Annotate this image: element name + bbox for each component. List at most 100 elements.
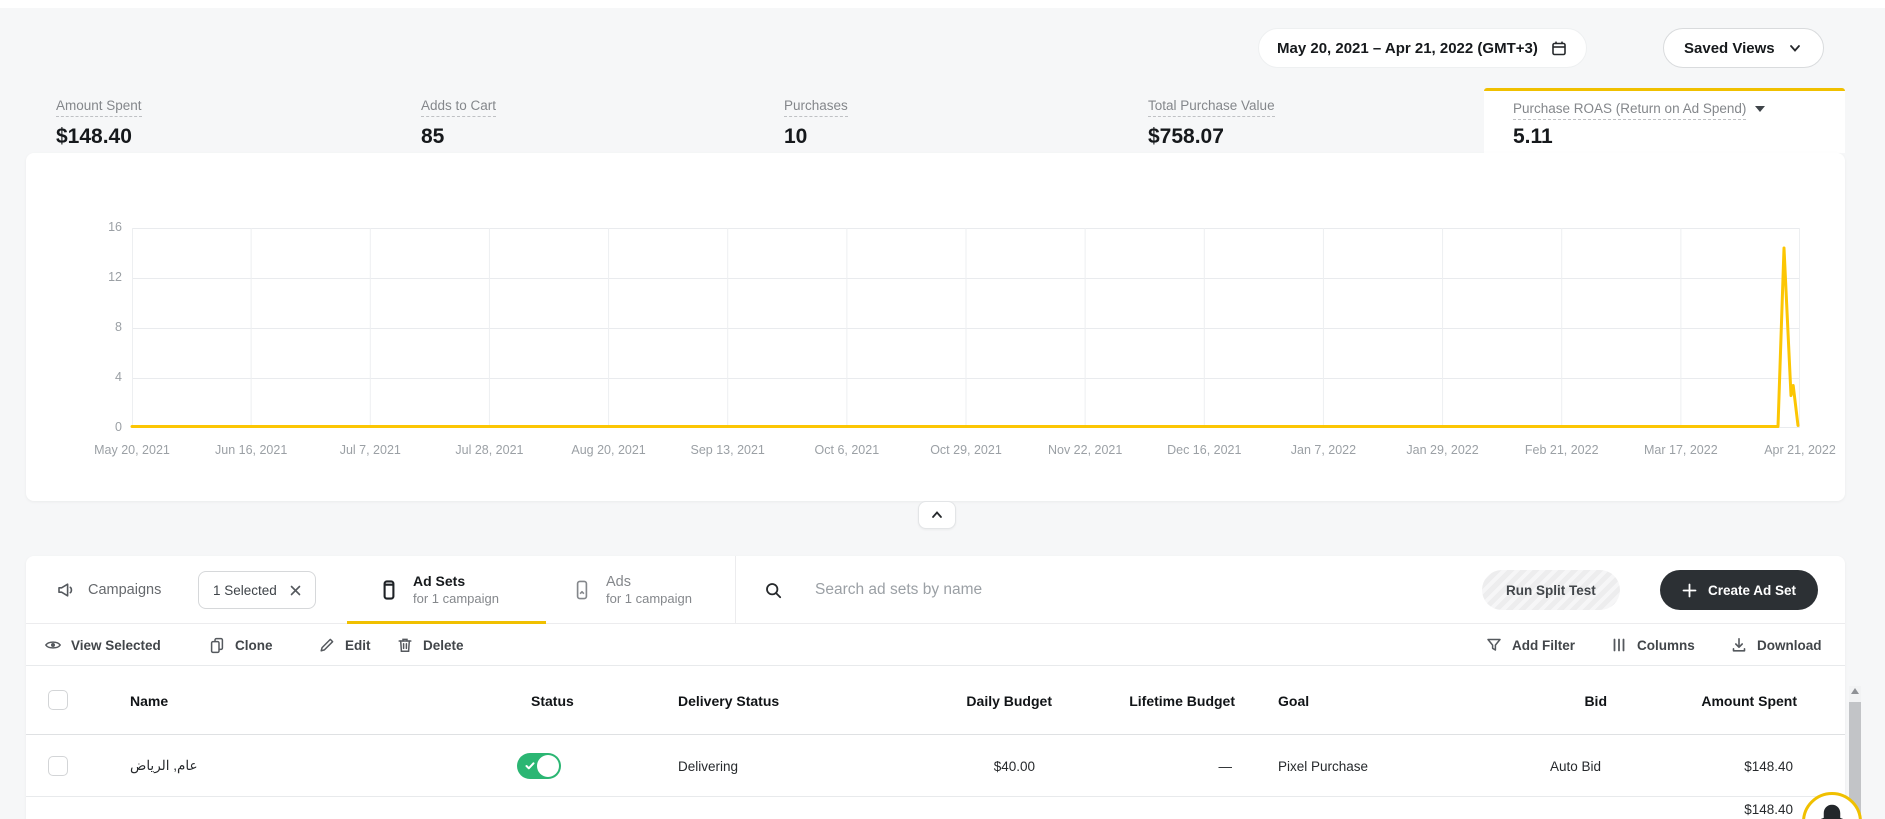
metric-label: Purchases [784, 98, 848, 117]
header-goal[interactable]: Goal [1278, 692, 1310, 709]
tab-ads-sublabel: for 1 campaign [606, 590, 692, 606]
amount-spent-value: $148.40 [1744, 758, 1793, 774]
eye-icon [44, 636, 62, 654]
y-axis-tick-label: 4 [115, 370, 122, 384]
add-filter-button[interactable]: Add Filter [1485, 624, 1575, 666]
x-axis-tick-label: Nov 22, 2021 [1047, 443, 1123, 457]
x-axis-tick-label: Jul 28, 2021 [455, 443, 524, 457]
date-range-picker[interactable]: May 20, 2021 – Apr 21, 2022 (GMT+3) [1258, 28, 1587, 68]
run-split-test-button[interactable]: Run Split Test [1482, 570, 1620, 610]
ad-set-name-link[interactable]: عام, الرياض [130, 758, 198, 773]
scrollbar-thumb[interactable] [1849, 702, 1861, 819]
goal-value: Pixel Purchase [1278, 758, 1369, 774]
columns-button[interactable]: Columns [1610, 624, 1695, 666]
y-axis-tick-label: 16 [108, 220, 122, 234]
delete-button[interactable]: Delete [396, 624, 464, 666]
create-ad-set-button[interactable]: Create Ad Set [1660, 570, 1819, 610]
edit-button[interactable]: Edit [318, 624, 371, 666]
tab-ads[interactable]: Ads for 1 campaign [571, 556, 692, 624]
clone-button[interactable]: Clone [208, 624, 273, 666]
metric-label: Adds to Cart [421, 98, 497, 117]
header-status[interactable]: Status [531, 692, 574, 709]
header-lifetime-budget[interactable]: Lifetime Budget [1129, 692, 1235, 709]
delete-label: Delete [423, 637, 464, 653]
row-checkbox[interactable] [48, 756, 68, 776]
selected-count-label: 1 Selected [213, 582, 277, 598]
collapse-chart-button[interactable] [918, 501, 956, 529]
view-selected-label: View Selected [71, 637, 161, 653]
clone-label: Clone [235, 637, 273, 653]
table-row-partial: $148.40 [26, 797, 1845, 819]
header-delivery-status[interactable]: Delivery Status [678, 692, 780, 709]
x-axis-tick-label: Oct 6, 2021 [814, 443, 880, 457]
header-daily-budget[interactable]: Daily Budget [966, 692, 1052, 709]
clone-icon [208, 636, 226, 654]
metric-total-purchase-value[interactable]: Total Purchase Value $758.07 [1148, 97, 1275, 149]
metric-label: Total Purchase Value [1148, 98, 1275, 117]
metric-value: 10 [784, 125, 808, 148]
metric-amount-spent[interactable]: Amount Spent $148.40 [56, 97, 142, 149]
top-edge-strip [0, 0, 1885, 8]
roas-chart-panel: 0 4 8 12 16 May 20, 2021 Jun 16, 2021 Jul 7, 20… [26, 153, 1845, 501]
x-axis-tick-label: Jan 29, 2022 [1406, 443, 1479, 457]
bid-value: Auto Bid [1549, 758, 1601, 774]
tab-campaigns[interactable]: Campaigns [56, 556, 161, 624]
metric-purchases[interactable]: Purchases 10 [784, 97, 848, 149]
table-scrollbar[interactable] [1849, 686, 1861, 819]
triangle-up-icon [1851, 688, 1859, 694]
metric-value: $758.07 [1148, 125, 1224, 148]
tab-ad-sets-sublabel: for 1 campaign [413, 590, 499, 606]
edit-label: Edit [345, 637, 371, 653]
tab-ad-sets[interactable]: Ad Sets for 1 campaign [378, 556, 499, 624]
download-button[interactable]: Download [1730, 624, 1822, 666]
download-icon [1730, 636, 1748, 654]
download-label: Download [1757, 637, 1822, 653]
chevron-up-icon [929, 507, 945, 523]
search-area [756, 556, 1355, 624]
active-tab-underline [347, 621, 546, 624]
close-icon[interactable] [290, 585, 301, 596]
header-name[interactable]: Name [130, 692, 169, 709]
x-axis-tick-label: Oct 29, 2021 [930, 443, 1002, 457]
x-axis-tick-label: Dec 16, 2021 [1167, 443, 1242, 457]
saved-views-button[interactable]: Saved Views [1663, 28, 1824, 68]
plus-icon [1682, 583, 1697, 598]
lifetime-budget-value: — [1218, 758, 1233, 774]
selected-count-chip[interactable]: 1 Selected [198, 571, 316, 609]
tab-campaigns-label: Campaigns [88, 582, 162, 598]
phone-ad-sets-icon [378, 579, 400, 601]
roas-line-chart [130, 228, 1800, 428]
phone-ads-icon [571, 579, 593, 601]
metric-value: 5.11 [1513, 125, 1553, 148]
table-header-row: Name Status Delivery Status Daily Budget… [26, 666, 1845, 735]
chevron-down-icon [1787, 40, 1803, 56]
search-input[interactable] [815, 581, 1355, 599]
header-bid[interactable]: Bid [1584, 692, 1607, 709]
tab-bar: Campaigns 1 Selected Ad Sets for 1 campa… [26, 556, 1845, 624]
add-filter-label: Add Filter [1512, 637, 1575, 653]
delivery-status-value: Delivering [678, 758, 739, 774]
calendar-icon [1550, 39, 1568, 57]
ghost-icon [1821, 804, 1843, 819]
y-axis-tick-label: 8 [115, 320, 122, 334]
metric-purchase-roas-selected[interactable]: Purchase ROAS (Return on Ad Spend) 5.11 [1484, 88, 1845, 153]
y-axis-tick-label: 12 [108, 270, 122, 284]
megaphone-icon [56, 580, 76, 600]
select-all-checkbox[interactable] [48, 690, 68, 710]
tab-search-divider [735, 556, 736, 624]
daily-budget-value: $40.00 [993, 758, 1035, 774]
metric-dropdown-caret-icon[interactable] [1755, 105, 1766, 112]
x-axis-tick-label: Aug 20, 2021 [571, 443, 646, 457]
pencil-icon [318, 636, 336, 654]
table-row[interactable]: عام, الرياض Delivering $40.00 — Pixel Pu… [26, 735, 1845, 797]
saved-views-label: Saved Views [1684, 39, 1775, 57]
header-amount-spent[interactable]: Amount Spent [1701, 692, 1797, 709]
run-split-test-label: Run Split Test [1506, 582, 1596, 598]
view-selected-button[interactable]: View Selected [44, 624, 161, 666]
ad-sets-panel: Campaigns 1 Selected Ad Sets for 1 campa… [26, 556, 1845, 819]
filter-funnel-icon [1485, 636, 1503, 654]
toggle-knob [537, 755, 559, 777]
status-toggle-on[interactable] [517, 753, 561, 779]
metric-adds-to-cart[interactable]: Adds to Cart 85 [421, 97, 497, 149]
scrollbar-up-button[interactable] [1849, 688, 1861, 700]
